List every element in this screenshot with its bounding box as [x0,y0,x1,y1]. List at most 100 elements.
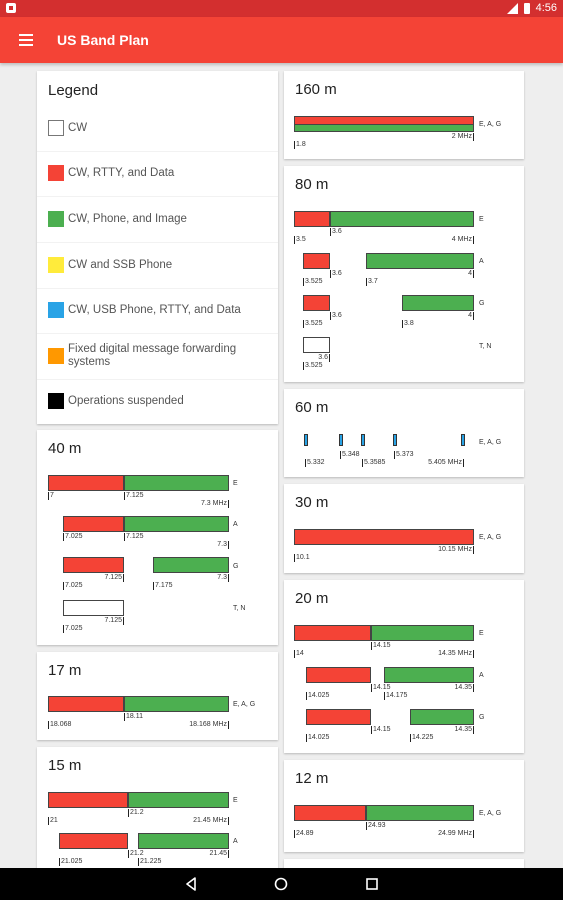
bar-phone [294,124,474,132]
license-label: E [479,630,484,637]
bar-phone [153,557,229,573]
tick-label: 14.35 MHz [438,650,474,658]
legend-item-phone: CW, Phone, and Image [37,197,278,243]
legend-label: Fixed digital message forwarding systems [68,343,237,368]
legend-item-cw: CW [37,106,278,152]
tick-label: 14.15 [371,726,391,734]
license-label: E, A, G [479,121,502,128]
band-title: 12 m [295,770,329,787]
legend-swatch [48,302,64,318]
band-title: 80 m [295,176,329,193]
band-card-12m[interactable]: 12 m 24.89 24.93 24.99 MHz E, A, G [284,760,524,852]
channel-marker [339,434,343,446]
bar-rtty [294,211,330,227]
band-title: 40 m [48,440,82,457]
app-title: US Band Plan [57,32,149,48]
license-label: A [233,521,238,528]
legend-swatch [48,120,64,136]
tick-label: 3.6 [330,312,342,320]
bar-rtty [59,833,128,849]
band-card-30m[interactable]: 30 m 10.15 MHz 10.1 E, A, G [284,484,524,573]
license-label: E [479,216,484,223]
bar-cw [303,337,330,353]
tick-label: 7.175 [153,582,173,590]
bar-rtty [48,696,124,712]
legend-swatch [48,393,64,409]
legend-label: CW [68,122,88,134]
legend-item-digital: Fixed digital message forwarding systems [37,334,278,380]
tick-label: 7.3 [217,574,229,582]
license-label: E, A, G [479,810,502,817]
bar-phone [138,833,229,849]
tick-label: 3.7 [366,278,378,286]
band-title: 15 m [48,757,82,774]
tick-label: 14.025 [306,734,330,742]
bar-cw [63,600,124,616]
tick-label: 7 [48,492,54,500]
battery-icon [523,2,530,14]
notification-app-icon [6,3,16,13]
bar-rtty [48,792,128,808]
bar-phone [330,211,474,227]
bar-rtty [294,805,366,821]
license-label: A [479,258,484,265]
tick-label: 21 [48,817,58,825]
tick-label: 3.525 [303,278,323,286]
bar-phone [128,792,229,808]
band-card-17m[interactable]: 17 m 18.068 18.11 18.168 MHz E, A, G [37,652,278,740]
legend-label: Operations suspended [68,395,184,407]
legend-title: Legend [48,82,99,99]
bar-phone [366,805,474,821]
tick-label: 18.068 [48,721,72,729]
tick-label: 21.45 [209,850,229,858]
tick-label: 1.8 [294,141,306,149]
status-bar: 4:56 [0,0,563,17]
bar-rtty [63,557,124,573]
back-icon[interactable] [184,877,198,891]
bar-phone [124,475,229,491]
recents-icon[interactable] [365,877,379,891]
tick-label: 14 [294,650,304,658]
channel-marker [393,434,397,446]
tick-label: 14.225 [410,734,434,742]
bar-phone [371,625,474,641]
tick-label: 5.405 MHz [428,459,464,467]
tick-label: 3.5 [294,236,306,244]
band-title: 30 m [295,494,329,511]
channel-marker [361,434,365,446]
license-label: A [233,838,238,845]
band-title: 60 m [295,399,329,416]
bar-phone [124,516,229,532]
tick-label: 2 MHz [451,133,474,141]
bar-rtty [306,667,371,683]
bar-phone [124,696,229,712]
tick-label: 5.373 [394,451,414,459]
legend-item-ssb: CW and SSB Phone [37,243,278,289]
legend-swatch [48,348,64,364]
band-title: 17 m [48,662,82,679]
legend-swatch [48,211,64,227]
tick-label: 7.3 [217,541,229,549]
tick-label: 5.332 [305,459,325,467]
band-card-15m[interactable]: 15 m 21 21.2 21.45 MHz E 21.025 21.2 21.… [37,747,278,872]
menu-icon[interactable] [19,34,33,46]
band-card-80m[interactable]: 80 m 3.5 3.6 4 MHz E 3.525 3.6 3.7 4 A 3… [284,166,524,382]
tick-label: 3.525 [303,362,323,370]
tick-label: 21.45 MHz [193,817,229,825]
band-card-20m[interactable]: 20 m 14 14.15 14.35 MHz E 14.025 14.15 1… [284,580,524,753]
tick-label: 3.6 [318,354,330,362]
home-icon[interactable] [274,877,288,891]
license-label: T, N [233,605,246,612]
tick-label: 3.8 [402,320,414,328]
app-bar: US Band Plan [0,17,563,63]
band-card-160m[interactable]: 160 m 2 MHz 1.8 E, A, G [284,71,524,159]
band-card-40m[interactable]: 40 m 7 7.125 7.3 MHz E 7.025 7.125 7.3 A… [37,430,278,645]
tick-label: 21.225 [138,858,162,866]
band-card-60m[interactable]: 60 m 5.332 5.348 5.3585 5.373 5.405 MHz … [284,389,524,477]
channel-marker [304,434,308,446]
tick-label: 4 MHz [451,236,474,244]
tick-label: 21.2 [128,809,144,817]
band-title: 160 m [295,81,337,98]
legend-swatch [48,165,64,181]
bar-rtty [294,529,474,545]
